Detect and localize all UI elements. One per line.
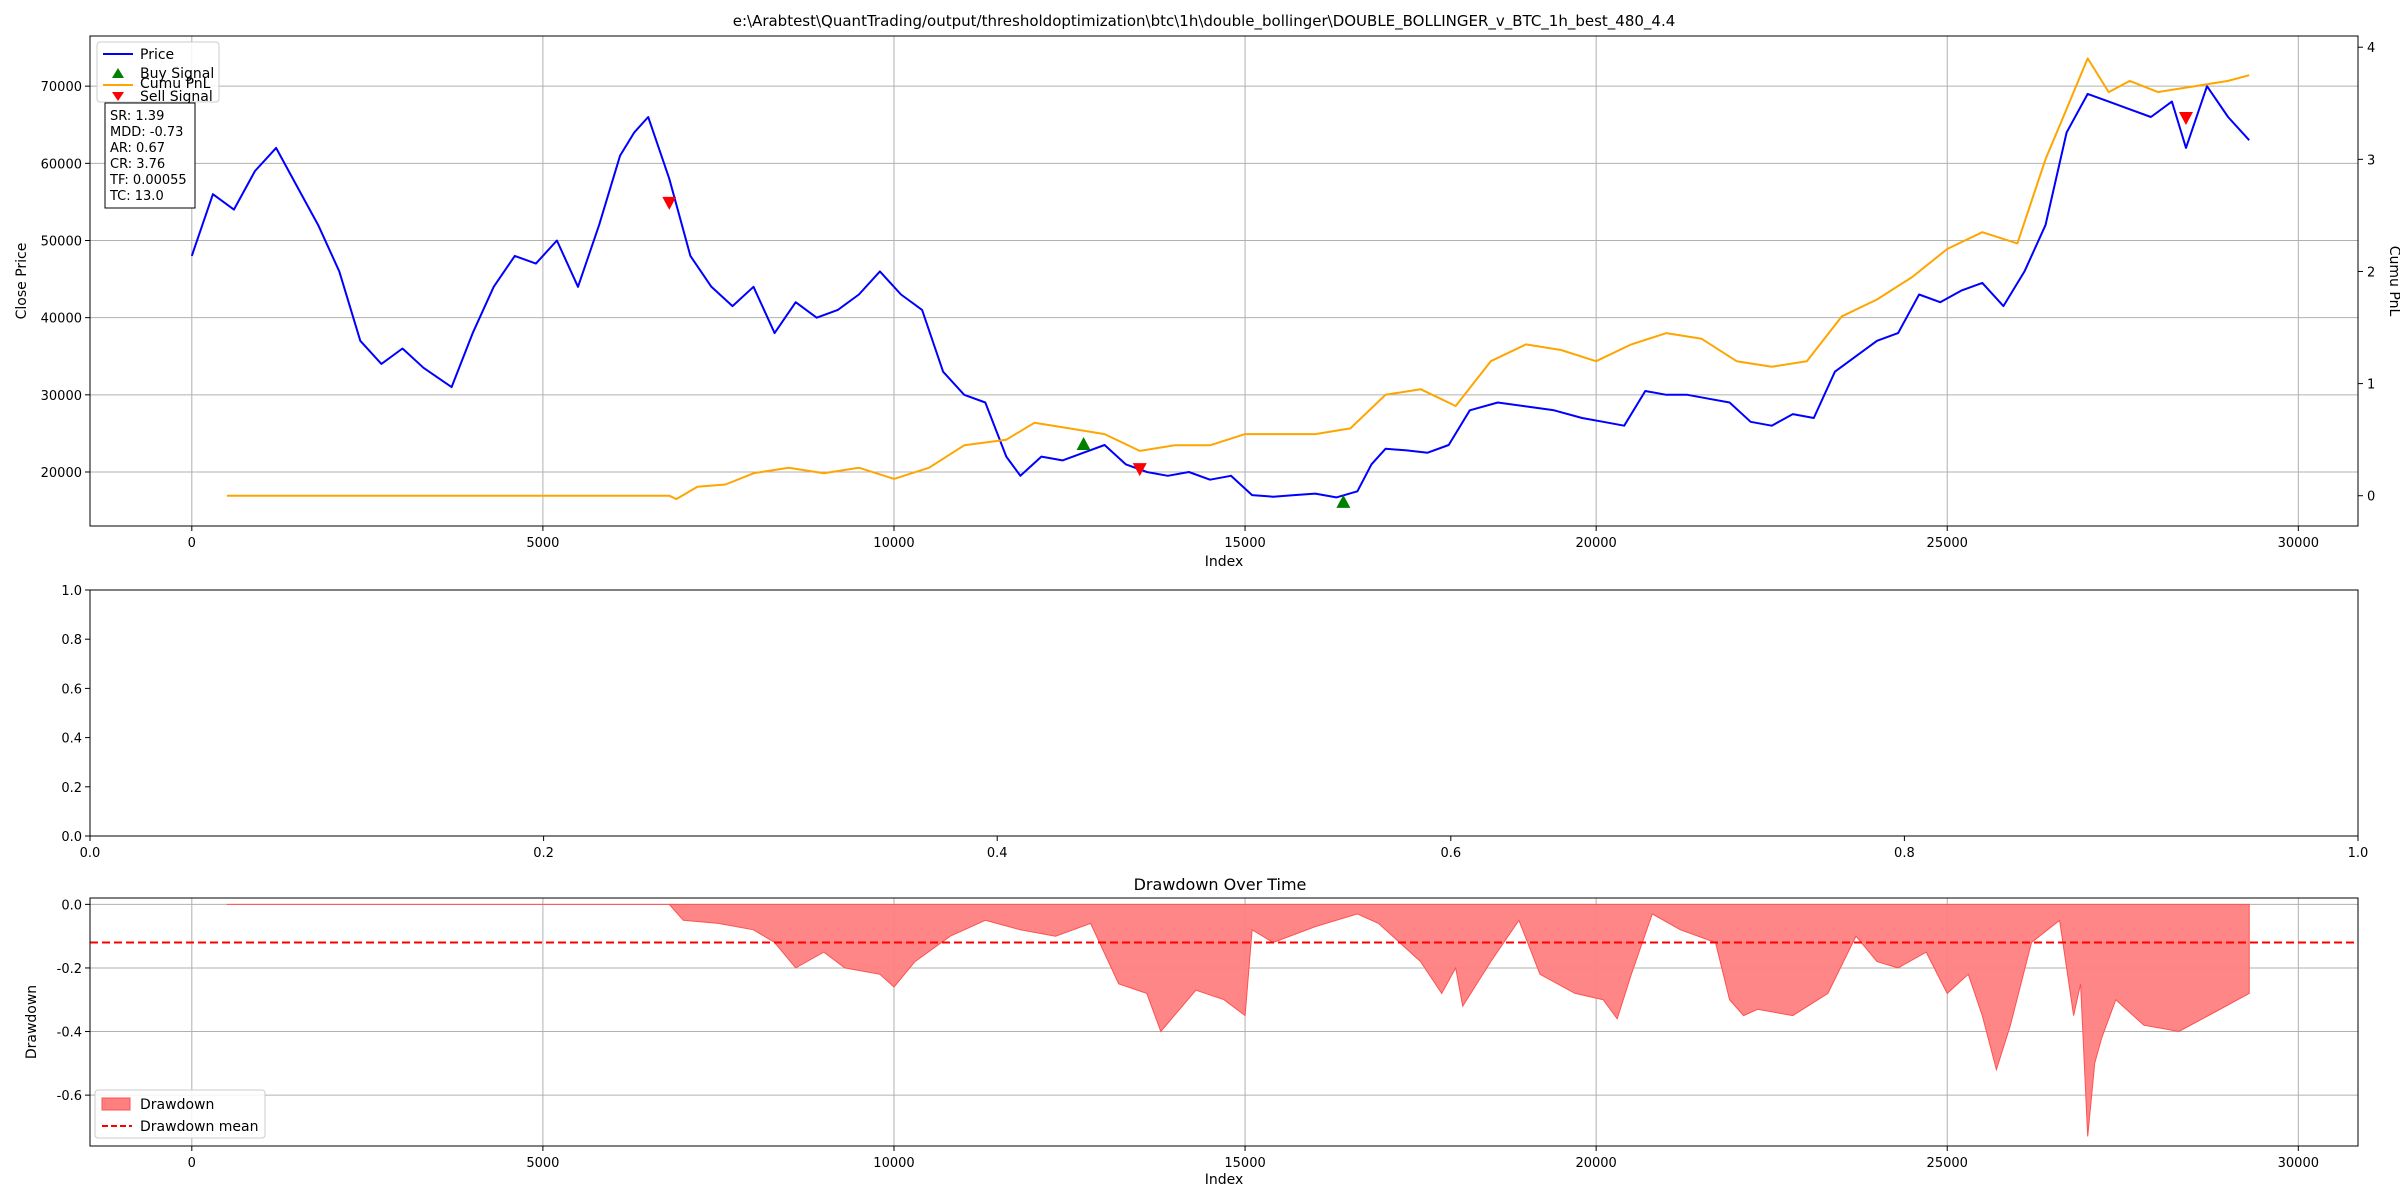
sell-signal-marker — [1132, 463, 1147, 477]
empty-x-tick-label: 0.0 — [80, 846, 101, 861]
drawdown-y-tick-label: -0.6 — [57, 1089, 82, 1104]
price-y-tick-label: 30000 — [41, 389, 82, 404]
price-x-tick-label: 0 — [188, 536, 196, 551]
price-grid — [90, 36, 2358, 526]
drawdown-area-layer — [90, 903, 2358, 1137]
drawdown-x-ticks: 0 5000 10000 15000 20000 25000 30000 — [188, 1146, 2319, 1171]
metric-tf: TF: 0.00055 — [109, 173, 187, 188]
empty-y-tick-label: 0.0 — [61, 830, 82, 845]
price-pnl-lines — [190, 57, 2250, 501]
legend-pnl: Cumu PnL — [140, 76, 211, 92]
buy-signal-marker — [1076, 436, 1091, 450]
price-x-tick-label: 25000 — [1927, 536, 1968, 551]
pnl-y-tick-label: 0 — [2367, 490, 2375, 505]
metric-cr: CR: 3.76 — [110, 157, 165, 172]
price-line — [190, 85, 2250, 499]
price-x-tick-label: 30000 — [2278, 536, 2319, 551]
legend-price: Price — [140, 47, 174, 63]
price-axes-frame — [89, 35, 2359, 527]
drawdown-y-tick-label: 0.0 — [61, 898, 82, 913]
price-y-tick-label: 50000 — [41, 234, 82, 249]
drawdown-axes-frame — [89, 897, 2359, 1147]
pnl-ylabel: Cumu PnL — [2386, 246, 2400, 317]
price-y-tick-label: 60000 — [41, 157, 82, 172]
legend-sell: Sell Signal — [140, 89, 213, 105]
drawdown-x-tick-label: 30000 — [2278, 1156, 2319, 1171]
price-xlabel: Index — [1205, 554, 1244, 570]
price-y-tick-label: 70000 — [41, 80, 82, 95]
empty-x-tick-label: 0.4 — [987, 846, 1008, 861]
empty-y-tick-label: 0.8 — [61, 633, 82, 648]
buy-signal-marker — [1336, 494, 1351, 508]
empty-x-tick-label: 0.2 — [533, 846, 554, 861]
empty-x-tick-label: 0.6 — [1440, 846, 1461, 861]
metric-ar: AR: 0.67 — [110, 141, 165, 156]
metric-sr: SR: 1.39 — [110, 109, 164, 124]
price-y-ticks: 20000 30000 40000 50000 60000 70000 — [41, 80, 90, 481]
drawdown-xlabel: Index — [1205, 1172, 1244, 1188]
empty-y-tick-label: 0.2 — [61, 781, 82, 796]
metrics-box: SR: 1.39 MDD: -0.73 AR: 0.67 CR: 3.76 TF… — [104, 102, 196, 209]
metric-mdd: MDD: -0.73 — [110, 125, 183, 140]
empty-y-tick-label: 0.4 — [61, 732, 82, 747]
price-legend: Price Buy Signal Cumu PnL Sell Signal — [96, 41, 220, 105]
empty-y-tick-label: 1.0 — [61, 584, 82, 599]
price-y-tick-label: 40000 — [41, 312, 82, 327]
drawdown-x-tick-label: 15000 — [1224, 1156, 1265, 1171]
price-x-tick-label: 15000 — [1224, 536, 1265, 551]
empty-x-ticks: 0.0 0.2 0.4 0.6 0.8 1.0 — [80, 836, 2369, 861]
legend-drawdown-mean: Drawdown mean — [140, 1119, 259, 1135]
price-ylabel: Close Price — [14, 243, 30, 320]
price-x-tick-label: 10000 — [873, 536, 914, 551]
cumu-pnl-line — [226, 57, 2250, 501]
price-x-ticks: 0 5000 10000 15000 20000 25000 30000 — [188, 526, 2319, 551]
pnl-y-tick-label: 1 — [2367, 378, 2375, 393]
legend-drawdown: Drawdown — [140, 1097, 214, 1113]
empty-x-tick-label: 1.0 — [2348, 846, 2369, 861]
drawdown-y-ticks: 0.0 -0.2 -0.4 -0.6 — [57, 898, 90, 1104]
empty-x-tick-label: 0.8 — [1894, 846, 1915, 861]
drawdown-title: Drawdown Over Time — [1134, 875, 1307, 894]
drawdown-x-tick-label: 20000 — [1575, 1156, 1616, 1171]
drawdown-y-tick-label: -0.2 — [57, 962, 82, 977]
metric-tc: TC: 13.0 — [109, 189, 164, 204]
price-pnl-panel: 0 5000 10000 15000 20000 25000 30000 20000 3000… — [14, 35, 2400, 570]
drawdown-x-tick-label: 0 — [188, 1156, 196, 1171]
empty-axes-frame — [89, 589, 2359, 837]
drawdown-ylabel: Drawdown — [24, 985, 40, 1059]
sell-signal-marker — [2178, 112, 2193, 126]
figure-title: e:\Arabtest\QuantTrading/output/threshol… — [733, 12, 1676, 31]
empty-panel: 0.0 0.2 0.4 0.6 0.8 1.0 0.0 0.2 0.4 0.6 0.8 1.0 — [61, 584, 2368, 861]
sell-signal-marker — [662, 196, 677, 210]
pnl-y-tick-label: 3 — [2367, 153, 2375, 168]
drawdown-area — [226, 903, 2250, 1137]
drawdown-legend: Drawdown Drawdown mean — [94, 1089, 266, 1139]
pnl-y-ticks: 0 1 2 3 4 — [2358, 41, 2375, 505]
drawdown-y-tick-label: -0.4 — [57, 1026, 82, 1041]
signal-markers — [662, 112, 2193, 508]
price-y-tick-label: 20000 — [41, 466, 82, 481]
pnl-y-tick-label: 4 — [2367, 41, 2375, 56]
legend-buy: Buy Signal — [140, 66, 214, 82]
price-x-tick-label: 20000 — [1575, 536, 1616, 551]
drawdown-x-tick-label: 10000 — [873, 1156, 914, 1171]
drawdown-x-tick-label: 25000 — [1927, 1156, 1968, 1171]
price-x-tick-label: 5000 — [526, 536, 559, 551]
drawdown-panel: Drawdown Over Time 0 5000 10000 15000 20000 2… — [24, 875, 2359, 1188]
empty-y-ticks: 0.0 0.2 0.4 0.6 0.8 1.0 — [61, 584, 90, 845]
empty-y-tick-label: 0.6 — [61, 682, 82, 697]
pnl-y-tick-label: 2 — [2367, 265, 2375, 280]
drawdown-x-tick-label: 5000 — [526, 1156, 559, 1171]
